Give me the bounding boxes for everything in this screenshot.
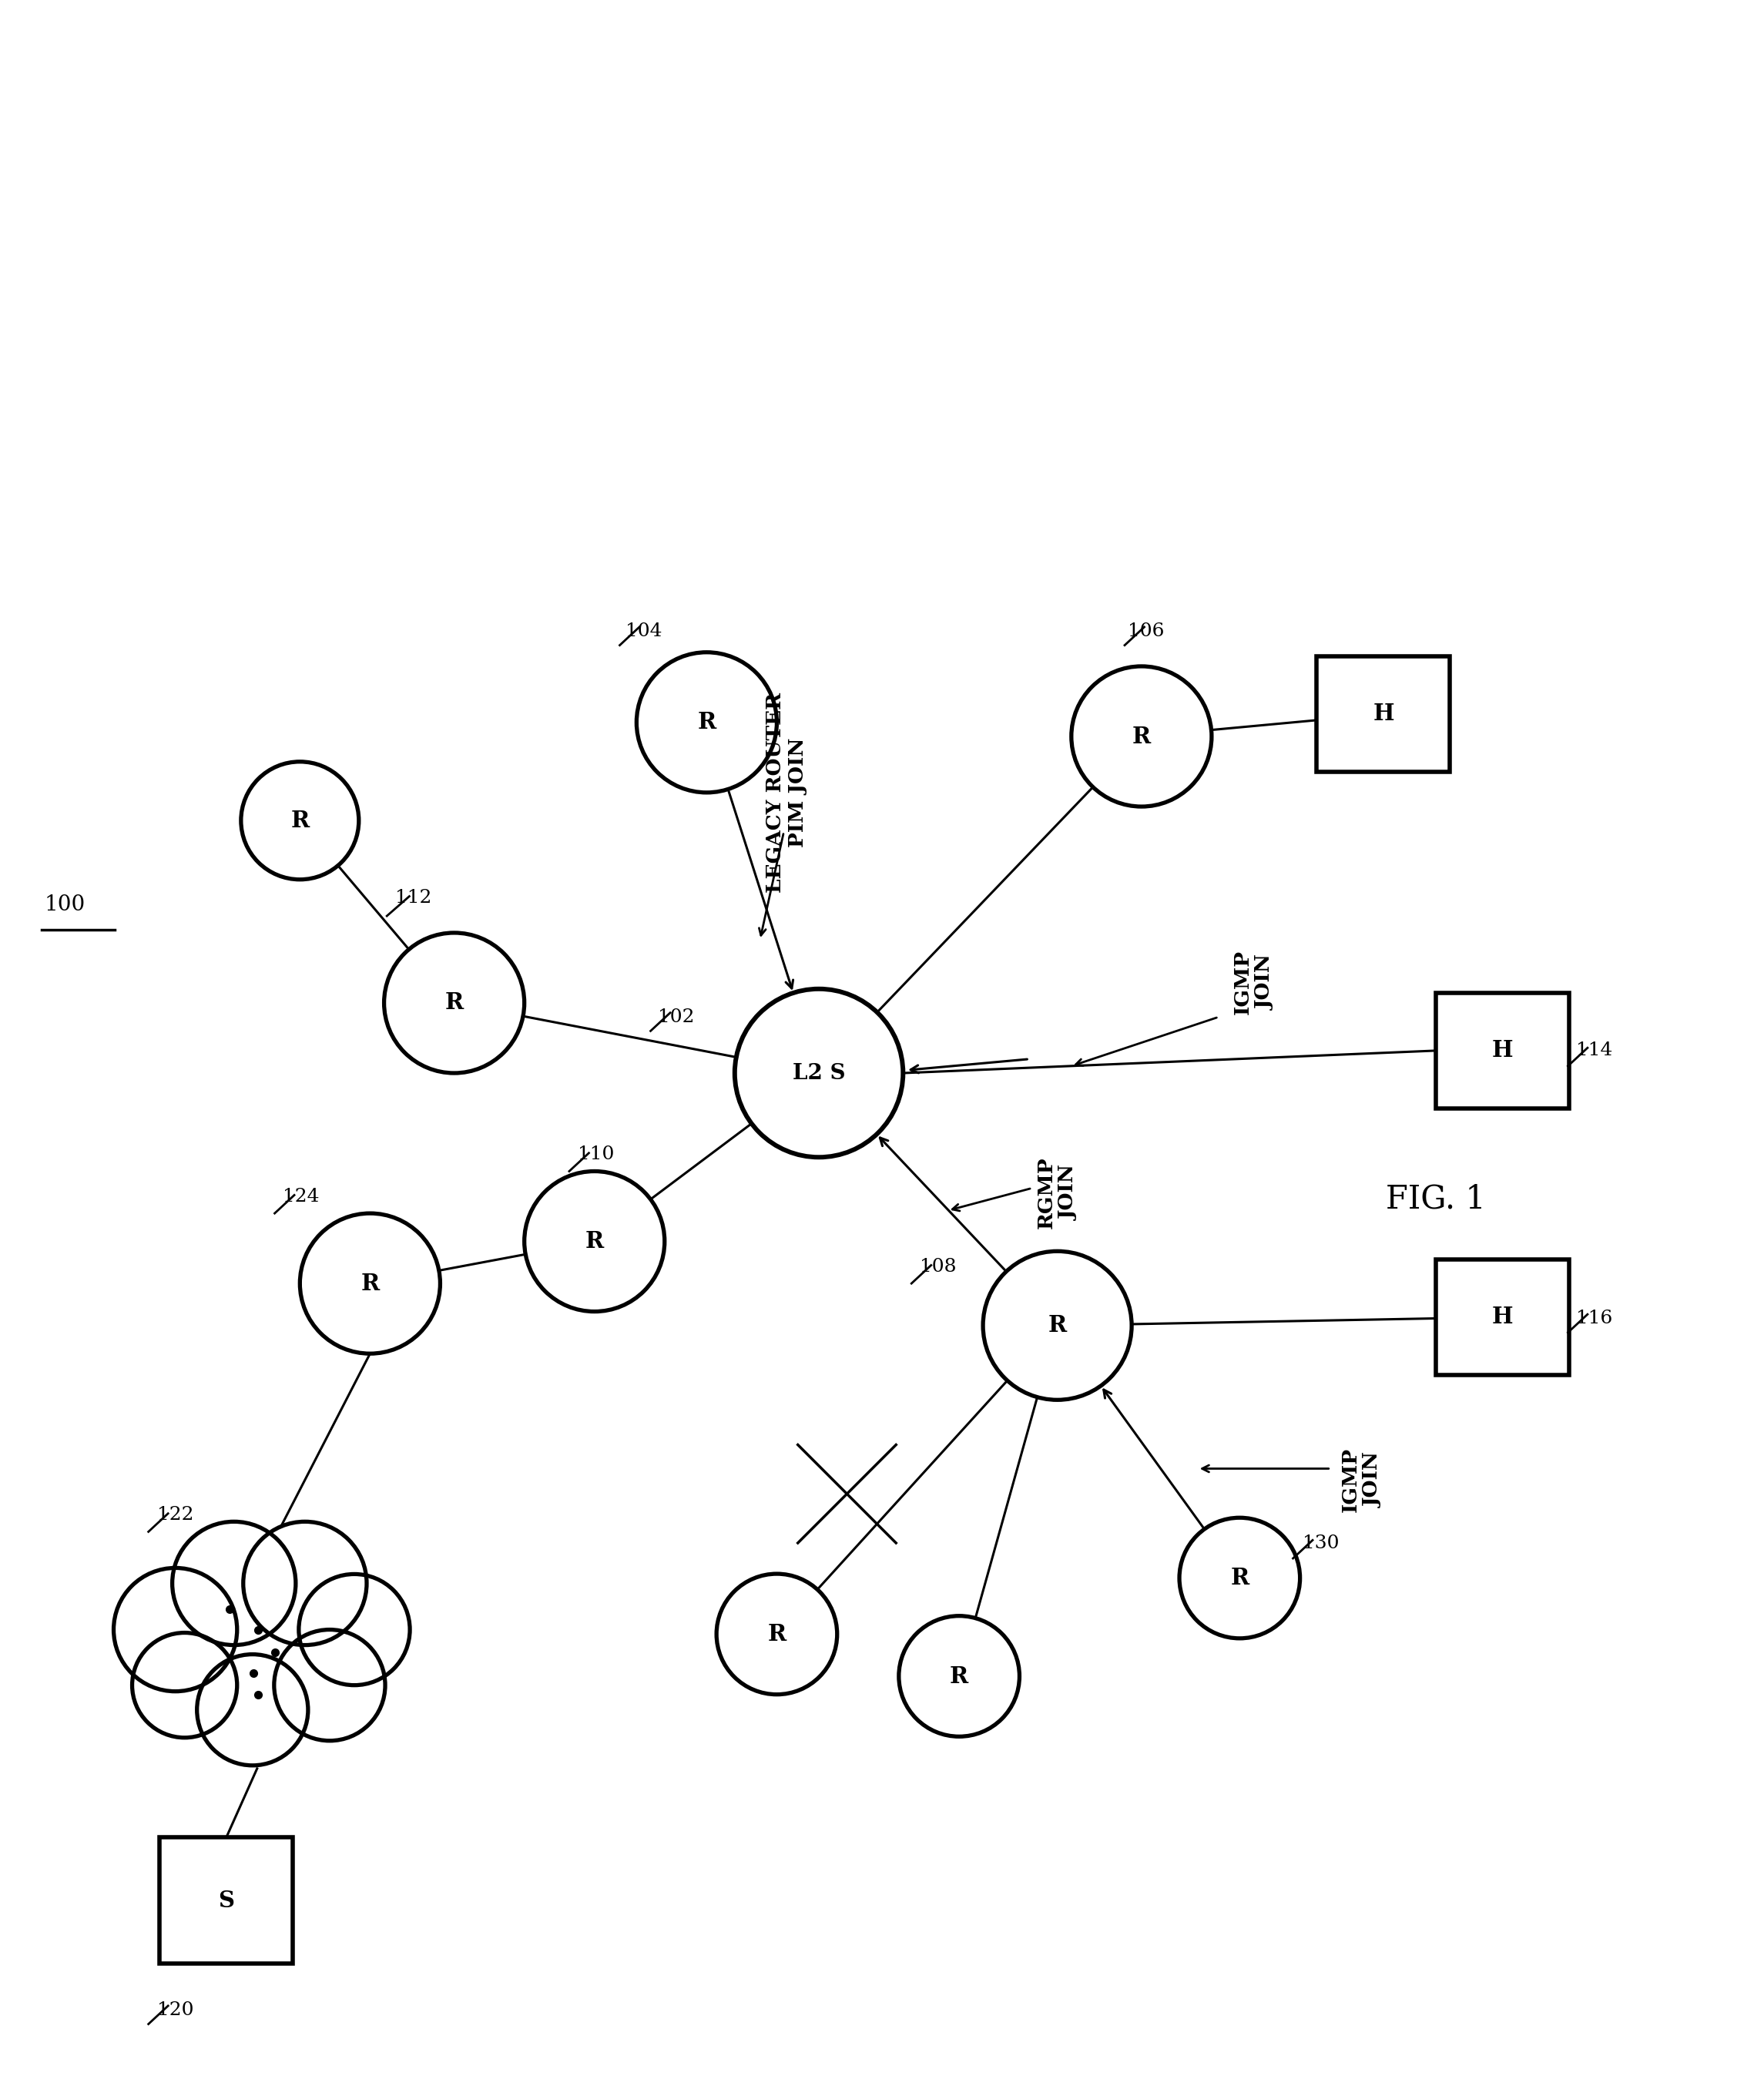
Text: R: R — [949, 1665, 968, 1688]
Text: R: R — [767, 1623, 787, 1646]
Text: 108: 108 — [919, 1258, 956, 1275]
Text: 100: 100 — [44, 895, 86, 916]
Circle shape — [736, 988, 903, 1156]
Circle shape — [198, 1655, 309, 1765]
Text: H: H — [1492, 1040, 1514, 1061]
Text: LEGACY ROUTER
PIM JOIN: LEGACY ROUTER PIM JOIN — [766, 693, 808, 893]
Text: R: R — [445, 992, 464, 1013]
Text: L2 S: L2 S — [792, 1063, 845, 1084]
Text: 122: 122 — [157, 1505, 194, 1524]
Bar — [1316, 656, 1450, 772]
Circle shape — [385, 932, 524, 1073]
Text: IGMP
JOIN: IGMP JOIN — [1341, 1447, 1383, 1511]
Circle shape — [983, 1252, 1132, 1399]
Bar — [1436, 1260, 1570, 1374]
Text: 114: 114 — [1577, 1042, 1612, 1059]
Text: 120: 120 — [157, 2001, 194, 2018]
Text: 112: 112 — [395, 889, 432, 907]
Text: 124: 124 — [282, 1187, 319, 1206]
Text: 116: 116 — [1577, 1310, 1612, 1327]
Circle shape — [273, 1630, 385, 1742]
Circle shape — [132, 1632, 236, 1738]
Bar — [1436, 992, 1570, 1109]
Text: R: R — [1048, 1314, 1067, 1337]
Text: R: R — [360, 1273, 379, 1295]
Text: 130: 130 — [1304, 1534, 1339, 1553]
Circle shape — [524, 1171, 665, 1312]
Text: R: R — [291, 810, 309, 832]
Circle shape — [637, 652, 776, 793]
Circle shape — [113, 1567, 236, 1692]
Circle shape — [716, 1574, 838, 1694]
Circle shape — [243, 1522, 367, 1644]
Circle shape — [242, 762, 358, 880]
Text: H: H — [1372, 704, 1394, 725]
Text: 102: 102 — [658, 1009, 695, 1026]
Text: RGMP
JOIN: RGMP JOIN — [1037, 1156, 1078, 1229]
Text: S: S — [219, 1889, 235, 1912]
Text: 104: 104 — [624, 623, 662, 639]
Circle shape — [173, 1522, 296, 1644]
Circle shape — [900, 1615, 1020, 1736]
Text: R: R — [1132, 725, 1150, 747]
Text: R: R — [586, 1231, 603, 1252]
Circle shape — [298, 1574, 409, 1686]
Text: R: R — [1230, 1567, 1249, 1590]
Text: R: R — [697, 712, 716, 733]
Circle shape — [300, 1212, 441, 1354]
Text: 110: 110 — [577, 1146, 614, 1163]
Circle shape — [1071, 666, 1212, 808]
Text: 106: 106 — [1127, 623, 1164, 639]
Text: H: H — [1492, 1306, 1514, 1329]
Text: FIG. 1: FIG. 1 — [1387, 1183, 1485, 1214]
Circle shape — [1180, 1518, 1300, 1638]
Bar — [159, 1837, 293, 1964]
Text: IGMP
JOIN: IGMP JOIN — [1233, 949, 1275, 1015]
